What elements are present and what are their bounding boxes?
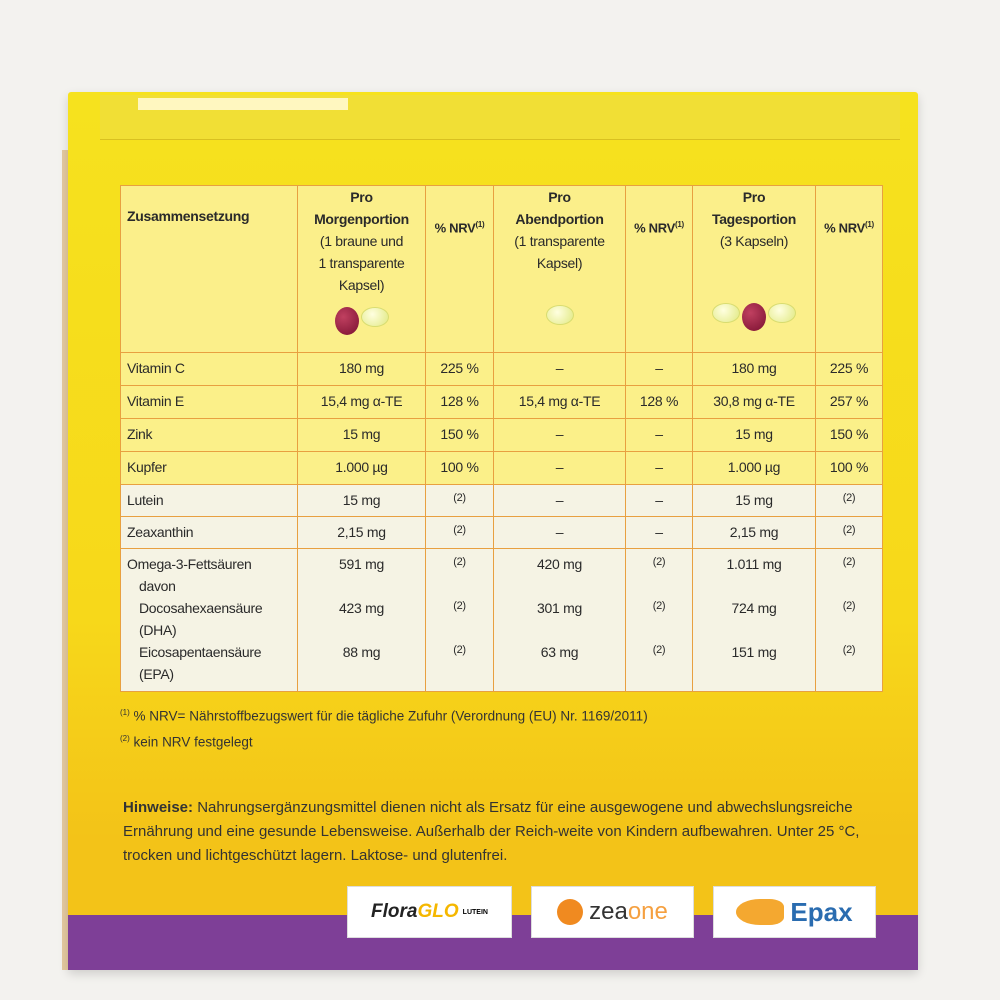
header-evening: Pro Abendportion (1 transparente Kapsel): [493, 185, 626, 353]
cell-dn: (2): [815, 484, 883, 517]
cell-dn: 257 %: [815, 385, 883, 419]
cell-name: Vitamin E: [120, 385, 298, 419]
table-row: Vitamin C 180 mg 225 % – –180 mg 225 %: [120, 352, 883, 386]
box-side: [62, 150, 72, 970]
header-morning: Pro Morgenportion (1 braune und 1 transpare…: [297, 185, 426, 353]
footnote: (1) % NRV= Nährstoffbezugswert für die t…: [120, 708, 648, 724]
table-row: Zeaxanthin 2,15 mg (2) – –2,15 mg (2): [120, 516, 883, 549]
footnotes: (1) % NRV= Nährstoffbezugswert für die t…: [120, 702, 648, 753]
cell-d: 15 mg: [692, 418, 816, 452]
hint-text: Hinweise: Nahrungsergänzungsmittel diene…: [123, 799, 860, 864]
cell-mn: 225 %: [425, 352, 494, 386]
table-row-omega3: Omega-3-Fettsäuren davon Docosahexaensäure…: [120, 548, 883, 692]
cell-m: 15 mg: [297, 418, 426, 452]
cell-mn: 100 %: [425, 451, 494, 485]
cell-d: 180 mg: [692, 352, 816, 386]
table-row: Kupfer 1.000 µg 100 % – –1.000 µg 100 %: [120, 451, 883, 485]
header-nrv: % NRV(1): [625, 185, 693, 353]
header-nrv: % NRV(1): [425, 185, 494, 353]
header-nrv: % NRV(1): [815, 185, 883, 353]
cell-e: –: [493, 451, 626, 485]
capsules-icon: [699, 303, 809, 331]
table-row: Lutein 15 mg (2) – –15 mg (2): [120, 484, 883, 517]
cell-en: –: [625, 418, 693, 452]
cell-dn: 100 %: [815, 451, 883, 485]
capsule-icon: [500, 305, 619, 325]
cell-en: –: [625, 484, 693, 517]
cell-name: Lutein: [120, 484, 298, 517]
cell-m: 1.000 µg: [297, 451, 426, 485]
label-strip: [138, 98, 348, 110]
header-composition: Zusammensetzung: [120, 185, 298, 353]
cell-mn: (2): [425, 516, 494, 549]
cell-e: –: [493, 418, 626, 452]
table-row: Zink 15 mg 150 % – –15 mg 150 %: [120, 418, 883, 452]
cell-name: Vitamin C: [120, 352, 298, 386]
cell-m: 15 mg: [297, 484, 426, 517]
cell-en: –: [625, 352, 693, 386]
cell-name: Zink: [120, 418, 298, 452]
cell-m: 2,15 mg: [297, 516, 426, 549]
cell-m: 15,4 mg α-TE: [297, 385, 426, 419]
cell-e: –: [493, 352, 626, 386]
cell-en: –: [625, 516, 693, 549]
footnote: (2) kein NRV festgelegt: [120, 733, 253, 750]
cell-mn: 150 %: [425, 418, 494, 452]
cell-m: 180 mg: [297, 352, 426, 386]
cell-en: 128 %: [625, 385, 693, 419]
cell-dn: (2): [815, 516, 883, 549]
cell-d: 30,8 mg α-TE: [692, 385, 816, 419]
cell-e: 15,4 mg α-TE: [493, 385, 626, 419]
header-day: Pro Tagesportion (3 Kapseln): [692, 185, 816, 353]
cell-en: –: [625, 451, 693, 485]
cell-mn: 128 %: [425, 385, 494, 419]
cell-d: 1.000 µg: [692, 451, 816, 485]
nutrition-table: Zusammensetzung Pro Morgenportion (1 braun…: [120, 185, 883, 692]
table-row: Vitamin E 15,4 mg α-TE 128 % 15,4 mg α-TE 12…: [120, 385, 883, 419]
cell-e: –: [493, 516, 626, 549]
capsules-icon: [304, 307, 419, 335]
cell-name: Kupfer: [120, 451, 298, 485]
epax-logo: Epax: [713, 886, 876, 938]
cell-mn: (2): [425, 484, 494, 517]
cell-dn: 150 %: [815, 418, 883, 452]
cell-name: Zeaxanthin: [120, 516, 298, 549]
cell-d: 15 mg: [692, 484, 816, 517]
zeaone-logo: zeaonezeaxanthin: [531, 886, 694, 938]
cell-e: –: [493, 484, 626, 517]
cell-dn: 225 %: [815, 352, 883, 386]
floraglo-logo: Flora GLO LUTEIN: [347, 886, 512, 938]
cell-d: 2,15 mg: [692, 516, 816, 549]
